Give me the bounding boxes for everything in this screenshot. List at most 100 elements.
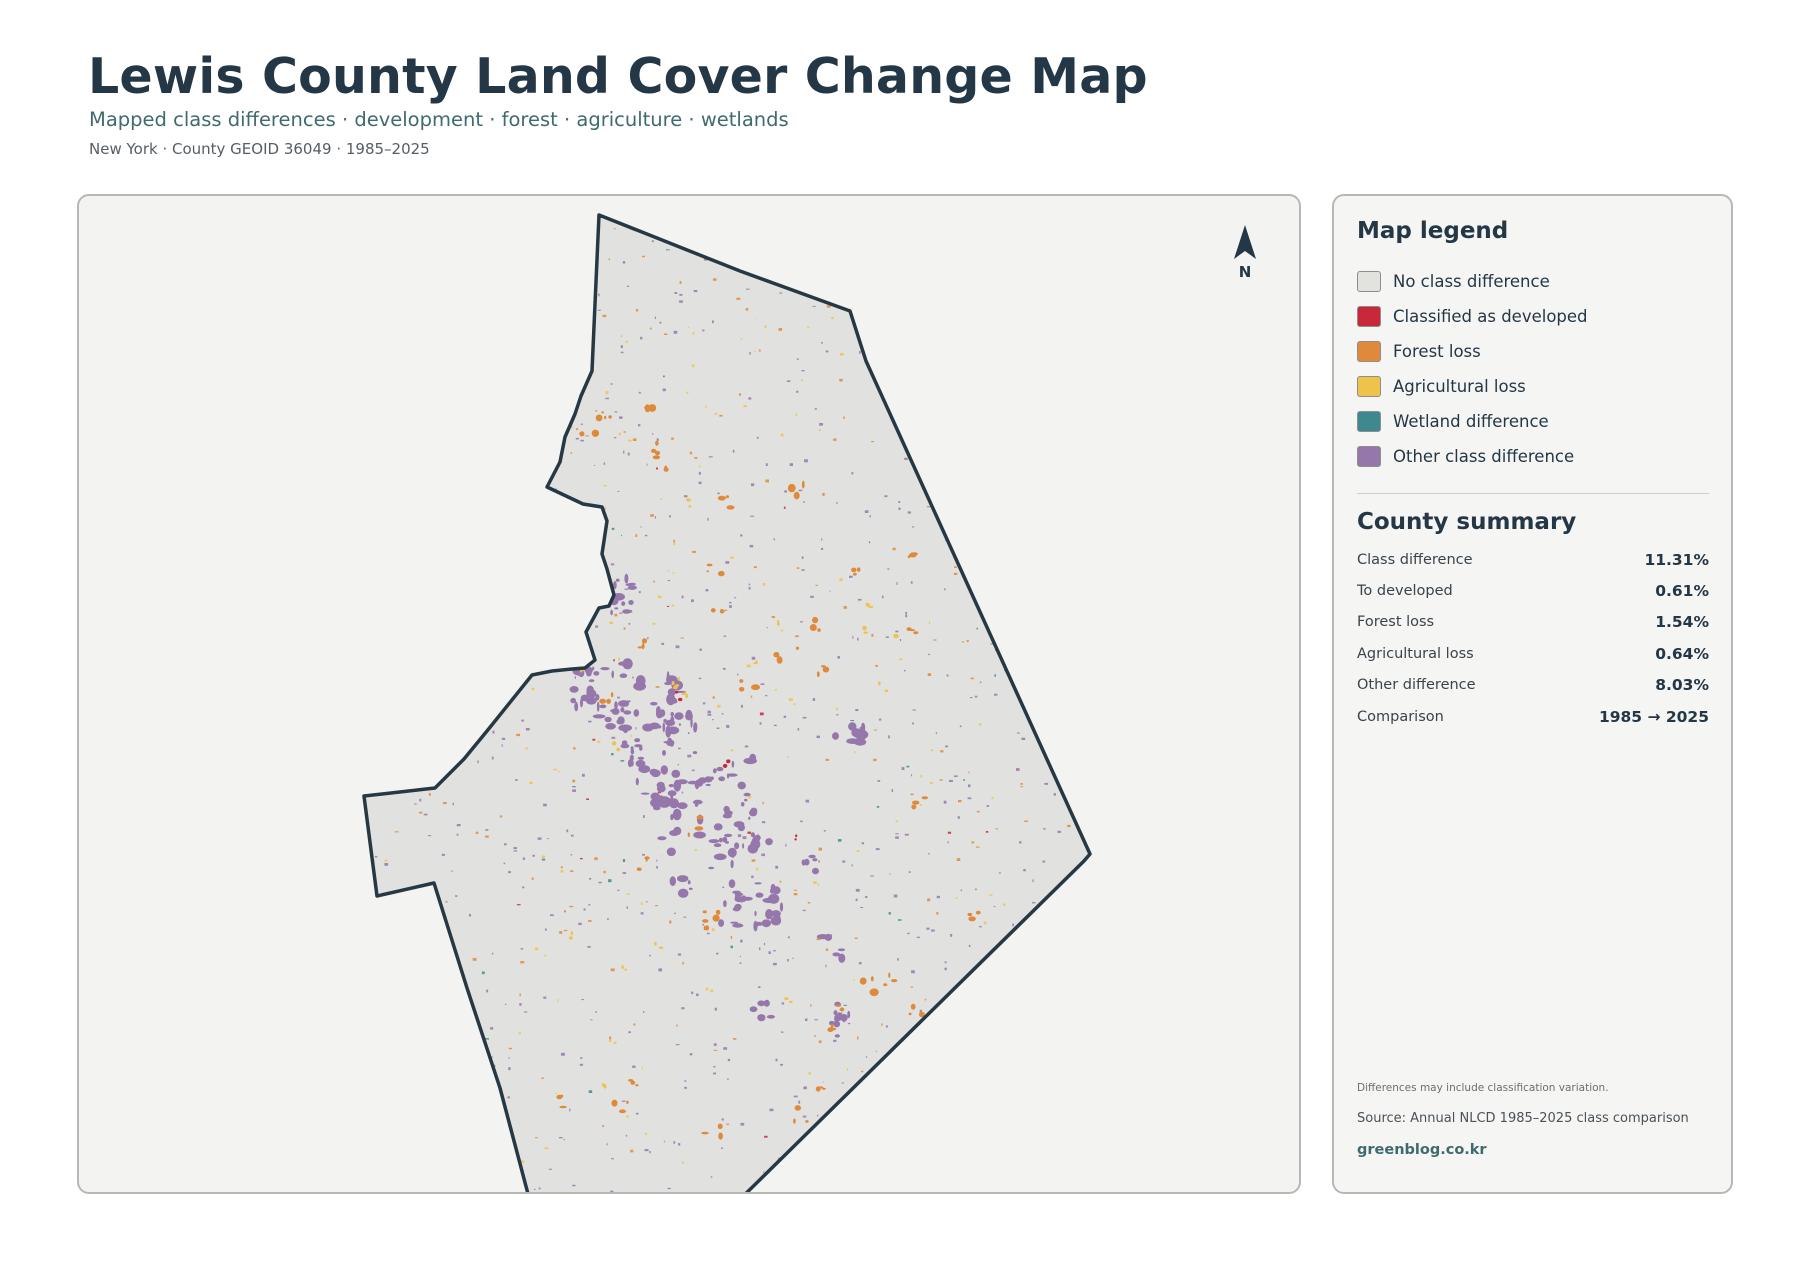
change-pixel (374, 277, 377, 280)
change-pixel (947, 831, 952, 834)
credit-link[interactable]: greenblog.co.kr (1357, 1142, 1487, 1158)
summary-value: 1985 → 2025 (1598, 707, 1709, 726)
change-pixel (654, 316, 656, 320)
change-patch (523, 644, 534, 655)
change-patch (567, 557, 576, 561)
change-pixel (628, 439, 632, 442)
change-pixel (672, 572, 675, 574)
change-pixel (663, 1140, 665, 1143)
change-patch (637, 646, 643, 649)
change-pixel (780, 629, 784, 632)
change-pixel (863, 1186, 866, 1188)
map-panel[interactable] (77, 194, 1301, 1194)
change-patch (718, 1132, 723, 1140)
change-pixel (410, 756, 414, 758)
change-pixel (751, 656, 756, 660)
county-map[interactable] (79, 196, 1301, 1194)
change-pixel (540, 515, 544, 518)
change-pixel (673, 539, 675, 543)
change-pixel (1027, 697, 1030, 700)
change-patch (527, 631, 535, 640)
change-pixel (705, 405, 707, 409)
change-pixel (519, 1003, 522, 1006)
change-pixel (946, 497, 948, 501)
change-pixel (711, 928, 715, 932)
change-pixel (485, 835, 489, 838)
change-pixel (611, 736, 616, 739)
change-pixel (404, 632, 406, 635)
change-pixel (408, 457, 410, 460)
change-pixel (933, 639, 937, 641)
change-patch (556, 620, 563, 629)
change-pixel (854, 751, 856, 754)
change-patch (634, 744, 643, 748)
change-pixel (402, 488, 405, 491)
change-patch (708, 866, 715, 870)
change-pixel (449, 726, 452, 729)
change-patch (599, 704, 607, 709)
change-pixel (679, 293, 683, 296)
change-pixel (430, 921, 435, 923)
change-pixel (986, 403, 990, 406)
change-pixel (783, 506, 786, 509)
change-pixel (441, 1059, 446, 1063)
change-pixel (570, 452, 572, 454)
change-pixel (418, 651, 420, 654)
change-pixel (857, 637, 859, 641)
change-patch (619, 1109, 626, 1114)
summary-value: 8.03% (1655, 676, 1709, 695)
change-pixel (837, 839, 842, 842)
change-patch (565, 579, 576, 584)
change-pixel (1042, 860, 1046, 863)
change-pixel (1035, 540, 1038, 544)
change-pixel (740, 1122, 745, 1126)
change-pixel (888, 735, 890, 739)
change-pixel (765, 463, 768, 466)
change-pixel (805, 1182, 808, 1186)
change-patch (784, 997, 789, 1001)
change-pixel (656, 467, 658, 470)
change-patch (650, 792, 661, 801)
change-patch (474, 522, 483, 527)
change-pixel (401, 360, 404, 363)
change-patch (658, 946, 664, 949)
change-pixel (560, 866, 563, 869)
change-pixel (722, 667, 726, 670)
change-pixel (638, 391, 641, 394)
change-patch (667, 790, 677, 797)
change-pixel (532, 854, 535, 857)
change-pixel (501, 744, 503, 747)
change-pixel (787, 936, 790, 939)
change-pixel (910, 986, 914, 988)
change-patch (968, 916, 976, 922)
change-patch (475, 519, 486, 524)
change-pixel (877, 1165, 880, 1167)
change-pixel (640, 902, 643, 905)
change-pixel (508, 1057, 510, 1059)
change-pixel (1050, 1131, 1052, 1134)
change-pixel (816, 735, 820, 739)
change-pixel (614, 411, 618, 413)
change-patch (832, 952, 841, 957)
change-pixel (905, 615, 908, 618)
change-patch (637, 756, 645, 760)
change-pixel (1084, 279, 1087, 282)
change-patch (732, 923, 744, 928)
change-pixel (992, 559, 994, 562)
change-patch (837, 948, 846, 952)
change-patch (686, 498, 691, 502)
change-patch (734, 903, 742, 911)
change-patch (666, 671, 670, 684)
change-patch (537, 605, 545, 612)
change-pixel (713, 278, 717, 281)
change-pixel (928, 1055, 930, 1059)
change-patch (805, 1120, 809, 1123)
change-pixel (1064, 1124, 1067, 1126)
change-pixel (525, 358, 529, 360)
change-pixel (563, 1138, 565, 1141)
change-patch (507, 630, 521, 639)
change-pixel (1087, 552, 1090, 556)
change-pixel (673, 1141, 676, 1144)
change-pixel (769, 1108, 774, 1112)
change-pixel (1010, 621, 1013, 624)
